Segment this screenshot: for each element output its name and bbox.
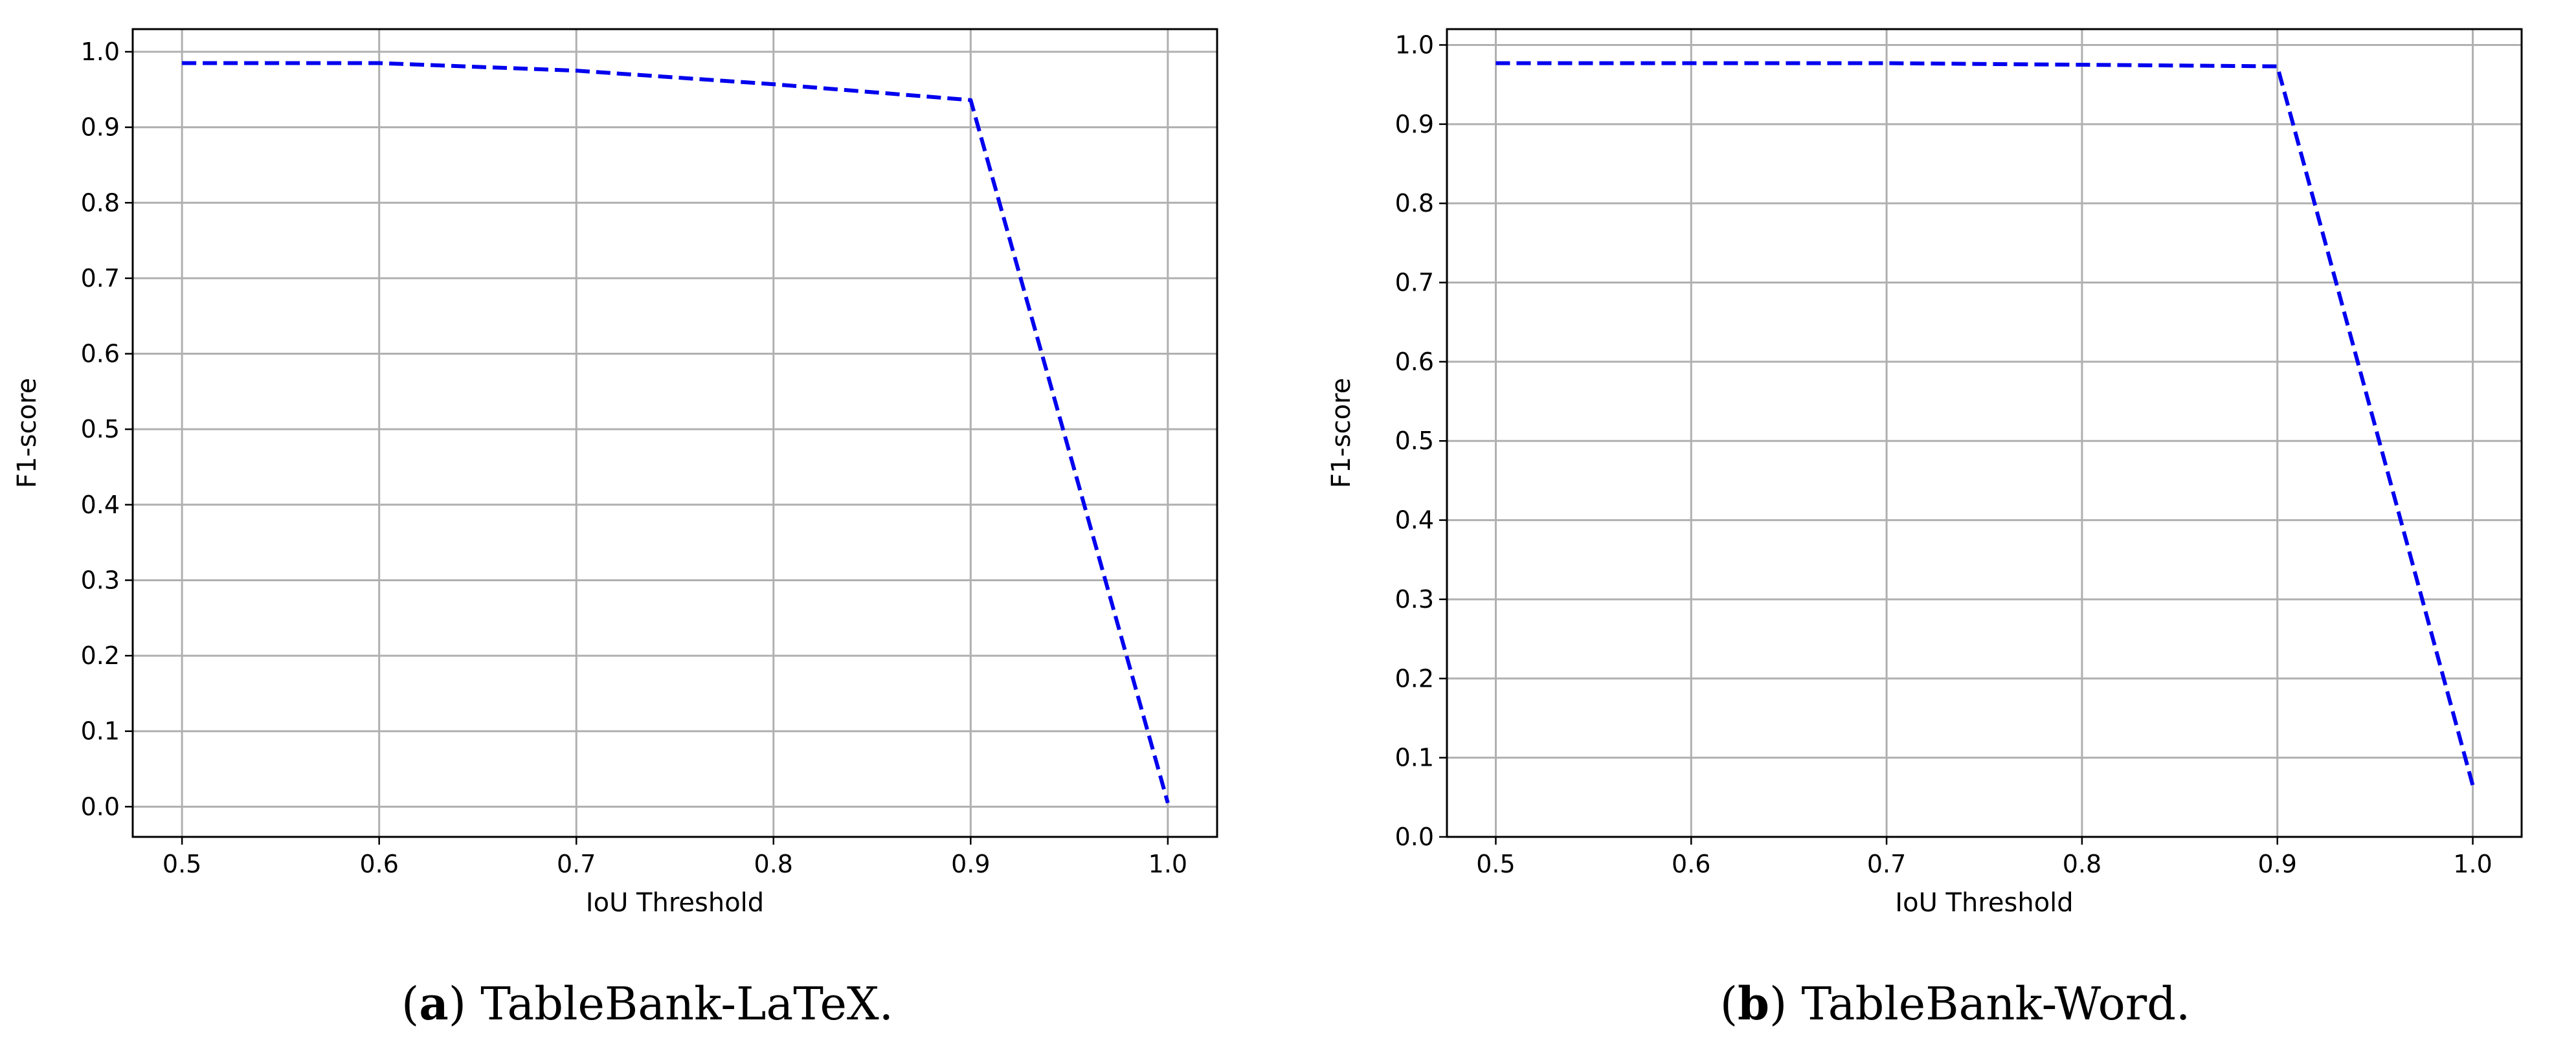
- x-axis-label: IoU Threshold: [586, 888, 764, 918]
- caption-text: TableBank-Word.: [1802, 977, 2191, 1030]
- x-tick-label: 0.5: [1476, 850, 1515, 878]
- caption-paren-close: ): [1769, 977, 1802, 1030]
- y-tick-label: 0.1: [81, 717, 120, 746]
- y-tick-label: 0.1: [1395, 744, 1434, 772]
- y-tick-label: 0.6: [81, 340, 120, 368]
- y-tick-label: 0.3: [81, 566, 120, 594]
- y-tick-label: 1.0: [81, 38, 120, 66]
- caption-paren-close: ): [449, 977, 481, 1030]
- plot-frame: [131, 28, 1218, 838]
- y-tick-label: 0.6: [1395, 348, 1434, 376]
- x-tick-label: 0.7: [557, 850, 596, 878]
- y-tick-label: 0.9: [1395, 110, 1434, 139]
- x-tick-label: 0.6: [1672, 850, 1710, 878]
- figure-caption: (a) TableBank-LaTeX.: [401, 977, 893, 1030]
- figure-caption: (b) TableBank-Word.: [1720, 977, 2191, 1030]
- x-tick-label: 0.5: [162, 850, 201, 878]
- y-tick-label: 0.7: [81, 264, 120, 293]
- y-tick-label: 0.5: [1395, 427, 1434, 455]
- y-tick-label: 1.0: [1395, 30, 1434, 59]
- x-tick-label: 0.7: [1867, 850, 1906, 878]
- x-tick-label: 1.0: [1148, 850, 1187, 878]
- chart-panel-b: 0.5 0.6 0.7 0.8 0.9 1.0 0.0 0.1 0.2 0.3 0.4 0.5 0.6 0…: [1327, 28, 2523, 1030]
- y-tick-label: 0.3: [1395, 585, 1434, 614]
- y-tick-label: 0.8: [81, 188, 120, 217]
- x-tick-label: 0.8: [2063, 850, 2101, 878]
- y-axis-label: F1-score: [1327, 378, 1356, 488]
- x-tick-label: 0.9: [2258, 850, 2297, 878]
- x-axis-label: IoU Threshold: [1895, 888, 2073, 918]
- y-tick-label: 0.9: [81, 113, 120, 142]
- x-tick-label: 0.9: [951, 850, 990, 878]
- series-line: [182, 61, 1170, 804]
- caption-paren-open: (: [401, 977, 419, 1030]
- series-line: [1495, 61, 2475, 786]
- y-tick-label: 0.0: [81, 792, 120, 821]
- x-tick-label: 1.0: [2453, 850, 2492, 878]
- y-tick-label: 0.4: [1395, 506, 1434, 535]
- y-tick-label: 0.8: [1395, 189, 1434, 217]
- caption-paren-open: (: [1720, 977, 1738, 1030]
- y-tick-label: 0.0: [1395, 823, 1434, 851]
- y-tick-label: 0.4: [81, 491, 120, 519]
- caption-letter: b: [1738, 977, 1769, 1030]
- caption-text: TableBank-LaTeX.: [480, 977, 893, 1030]
- chart-panel-a: 0.5 0.6 0.7 0.8 0.9 1.0 0.0 0.1 0.2 0.3 0.4 0.5 0.6 0…: [12, 28, 1218, 1030]
- y-tick-label: 0.7: [1395, 269, 1434, 297]
- y-tick-label: 0.2: [81, 641, 120, 670]
- x-tick-label: 0.6: [359, 850, 398, 878]
- caption-letter: a: [419, 977, 448, 1030]
- y-tick-label: 0.2: [1395, 664, 1434, 693]
- y-axis-label: F1-score: [12, 378, 42, 488]
- plot-frame: [1446, 28, 2523, 838]
- y-tick-label: 0.5: [81, 415, 120, 443]
- x-tick-label: 0.8: [754, 850, 793, 878]
